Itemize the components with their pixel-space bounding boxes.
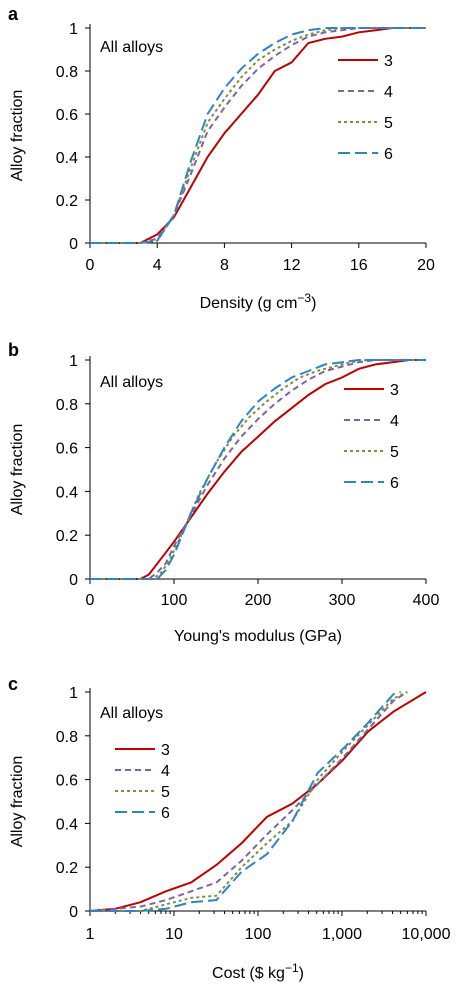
x-tick-label: 10 [165, 926, 183, 943]
y-tick-label: 0.8 [56, 729, 78, 746]
y-tick-label: 0 [69, 904, 78, 921]
y-tick-label: 0.2 [56, 193, 78, 210]
legend-label-6: 6 [161, 805, 170, 822]
series-line-3 [90, 359, 426, 580]
y-tick-label: 0.4 [56, 816, 78, 833]
x-axis-title: Density (g cm−3) [200, 291, 317, 312]
series-line-6 [90, 27, 426, 244]
x-tick-label: 1 [86, 926, 95, 943]
x-axis-title: Cost ($ kg−1) [212, 961, 304, 982]
legend-label-6: 6 [390, 475, 399, 492]
y-axis-title: Alloy fraction [9, 424, 26, 516]
y-axis-title: Alloy fraction [9, 756, 26, 848]
y-tick-label: 0.2 [56, 528, 78, 545]
x-tick-label: 400 [413, 592, 440, 609]
panel-b: b 0 0.2 0.4 0.6 0.8 1 0 100 200 300 400 Alloy fracti… [0, 330, 460, 660]
legend-label-3: 3 [390, 382, 399, 399]
series-line-5 [90, 359, 426, 580]
y-tick-label: 0.6 [56, 107, 78, 124]
y-tick-label: 0.8 [56, 64, 78, 81]
chart-a: a 0 0.2 0.4 0.6 0.8 1 0 4 8 12 16 20 Alloy fraction De… [8, 4, 435, 312]
x-tick-label: 0 [86, 592, 95, 609]
series-line-5 [90, 691, 408, 912]
series-line-6 [90, 359, 426, 580]
series-line-6 [90, 691, 401, 912]
x-tick-label: 200 [245, 592, 272, 609]
panel-letter: c [8, 674, 18, 694]
y-tick-label: 0.4 [56, 150, 78, 167]
x-tick-label: 100 [245, 926, 272, 943]
y-tick-label: 1 [69, 21, 78, 38]
annotation-all-alloys: All alloys [100, 39, 163, 56]
legend-label-5: 5 [384, 115, 393, 132]
x-tick-label: 1,000 [322, 926, 362, 943]
x-tick-label: 300 [329, 592, 356, 609]
panel-letter: a [8, 4, 19, 24]
y-tick-label: 0.2 [56, 860, 78, 877]
y-tick-label: 0 [69, 236, 78, 253]
legend-label-6: 6 [384, 146, 393, 163]
y-tick-label: 0.8 [56, 397, 78, 414]
x-tick-label: 100 [161, 592, 188, 609]
legend-label-3: 3 [161, 742, 170, 759]
y-axis-title: Alloy fraction [9, 90, 26, 182]
y-tick-label: 0.6 [56, 773, 78, 790]
x-axis-title: Young's modulus (GPa) [174, 628, 342, 645]
panel-letter: b [8, 340, 19, 360]
legend-label-4: 4 [390, 413, 399, 430]
series-line-3 [89, 691, 427, 912]
legend-label-4: 4 [384, 84, 393, 101]
chart-c: c 0 0.2 0.4 0.6 0.8 1 1 10 100 1,000 10,000 Alloy fr… [8, 674, 451, 982]
series-line-4 [90, 27, 426, 244]
x-tick-label: 12 [283, 257, 301, 274]
x-tick-label: 0 [86, 257, 95, 274]
x-tick-label: 4 [153, 257, 162, 274]
y-tick-label: 0 [69, 572, 78, 589]
x-tick-label: 10,000 [402, 926, 451, 943]
y-tick-label: 0.6 [56, 441, 78, 458]
series-line-5 [90, 27, 426, 244]
x-tick-label: 16 [350, 257, 368, 274]
y-tick-label: 1 [69, 353, 78, 370]
annotation-all-alloys: All alloys [100, 705, 163, 722]
y-tick-label: 1 [69, 685, 78, 702]
series-line-4 [89, 691, 408, 912]
annotation-all-alloys: All alloys [100, 374, 163, 391]
panel-a: a 0 0.2 0.4 0.6 0.8 1 0 4 8 12 16 20 Alloy fraction De… [0, 0, 460, 330]
series-line-4 [90, 359, 426, 580]
legend-label-5: 5 [161, 784, 170, 801]
x-tick-label: 8 [220, 257, 229, 274]
panel-c: c 0 0.2 0.4 0.6 0.8 1 1 10 100 1,000 10,000 Alloy fr… [0, 660, 460, 989]
y-tick-label: 0.4 [56, 484, 78, 501]
legend-label-5: 5 [390, 444, 399, 461]
legend-label-4: 4 [161, 763, 170, 780]
x-tick-label: 20 [417, 257, 435, 274]
chart-b: b 0 0.2 0.4 0.6 0.8 1 0 100 200 300 400 Alloy fracti… [8, 340, 440, 645]
legend-label-3: 3 [384, 53, 393, 70]
